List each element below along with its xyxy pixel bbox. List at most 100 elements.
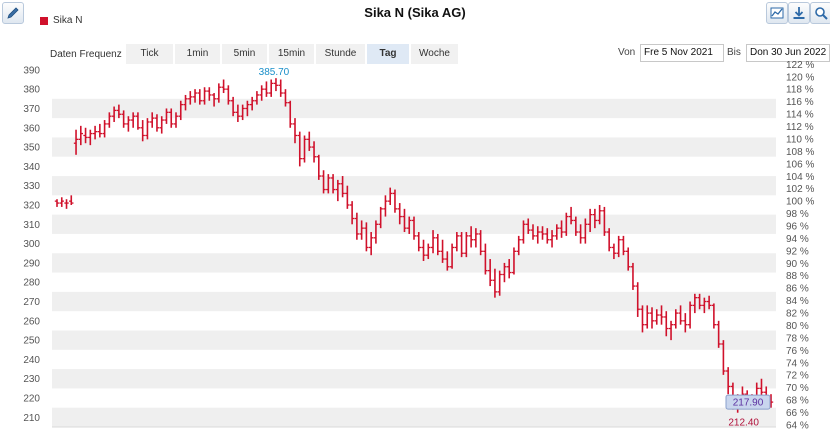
ohlc-bar — [221, 79, 226, 94]
ohlc-bar — [697, 293, 702, 310]
ohlc-bar — [88, 129, 93, 146]
ohlc-bar — [716, 320, 721, 348]
y-tick-label: 220 — [23, 394, 40, 405]
ohlc-bar — [164, 108, 169, 124]
freq-woche-button[interactable]: Woche — [411, 44, 458, 64]
ohlc-bar — [211, 93, 217, 107]
ohlc-bar — [140, 120, 145, 142]
ohlc-bar — [54, 199, 60, 207]
chart-image-button[interactable] — [766, 2, 788, 24]
y2-tick-label: 100 % — [786, 197, 814, 208]
y2-tick-label: 94 % — [786, 234, 809, 245]
zoom-button[interactable] — [810, 2, 830, 24]
ohlc-bar — [111, 106, 117, 122]
ohlc-bar — [464, 232, 469, 258]
freq-tag-button[interactable]: Tag — [367, 44, 409, 64]
ohlc-bar — [154, 114, 160, 132]
y-tick-label: 370 — [23, 104, 40, 115]
y-tick-label: 270 — [23, 297, 40, 308]
ohlc-bar — [711, 303, 717, 329]
ohlc-bar — [683, 313, 688, 333]
ohlc-bar — [535, 226, 540, 244]
ohlc-bar — [687, 301, 693, 329]
ohlc-bar — [706, 295, 712, 310]
ohlc-bar — [330, 174, 336, 194]
ohlc-bar — [759, 378, 764, 397]
y2-tick-label: 96 % — [786, 221, 809, 232]
y-tick-label: 330 — [23, 181, 40, 192]
y-tick-label: 280 — [23, 278, 40, 289]
ohlc-bar — [492, 268, 498, 298]
freq-5min-button[interactable]: 5min — [222, 44, 267, 64]
ohlc-bar — [107, 112, 112, 128]
price-series — [54, 78, 774, 413]
ohlc-bar — [668, 320, 674, 341]
download-button[interactable] — [788, 2, 810, 24]
ohlc-bar — [502, 262, 507, 283]
y2-tick-label: 88 % — [786, 271, 809, 282]
ohlc-bar — [216, 83, 222, 103]
ohlc-bar — [254, 91, 260, 105]
ohlc-bar — [511, 247, 517, 275]
y2-axis: 64 %66 %68 % 70 %72 % 74 %76 % 78 %80 %82 %… — [786, 60, 814, 432]
ohlc-bar — [288, 100, 293, 128]
ohlc-bar — [64, 199, 69, 209]
max-value-label: 385.70 — [259, 67, 290, 78]
ohlc-bar — [545, 228, 550, 244]
chart-title: Sika N (Sika AG) — [364, 5, 466, 20]
grid-band — [52, 369, 776, 389]
ohlc-bar — [364, 222, 369, 252]
y2-tick-label: 76 % — [786, 346, 809, 357]
grid-band — [52, 291, 776, 312]
ohlc-bar — [69, 195, 74, 205]
ohlc-bar — [640, 305, 645, 333]
ohlc-bar — [554, 224, 559, 240]
ohlc-bar — [430, 230, 436, 254]
ohlc-bar — [459, 232, 464, 258]
ohlc-bar — [416, 232, 421, 252]
ohlc-bar — [468, 226, 474, 248]
ohlc-bar — [559, 220, 564, 238]
ohlc-bar — [83, 127, 88, 144]
ohlc-bar — [597, 204, 602, 225]
freq-1min-button[interactable]: 1min — [175, 44, 220, 64]
ohlc-bar — [316, 154, 321, 180]
ohlc-bar — [383, 195, 388, 217]
ohlc-bar — [673, 309, 678, 329]
edit-button[interactable] — [2, 2, 24, 24]
ohlc-bar — [235, 104, 241, 122]
ohlc-bar — [530, 224, 536, 240]
from-date-field[interactable]: Fre 5 Nov 2021 — [640, 44, 724, 62]
ohlc-bar — [564, 212, 569, 236]
y-tick-label: 240 — [23, 355, 40, 366]
ohlc-bar — [245, 100, 250, 117]
last-value-box — [725, 394, 771, 410]
ohlc-bar — [145, 118, 150, 140]
ohlc-bar — [311, 141, 317, 163]
y-tick-label: 250 — [23, 336, 40, 347]
ohlc-bar — [178, 100, 183, 121]
ohlc-bar — [583, 218, 588, 244]
y2-tick-label: 84 % — [786, 296, 809, 307]
legend[interactable]: Sika N — [40, 15, 82, 26]
freq-tick-button[interactable]: Tick — [126, 44, 173, 64]
ohlc-bar — [454, 232, 460, 252]
ohlc-bar — [449, 243, 455, 269]
ohlc-bar — [592, 208, 598, 229]
freq-15min-button[interactable]: 15min — [269, 44, 314, 64]
ohlc-bar — [192, 89, 198, 103]
ohlc-bar — [526, 218, 531, 234]
to-label: Bis — [727, 47, 741, 58]
ohlc-bar — [435, 233, 440, 256]
ohlc-bar — [73, 129, 79, 155]
y2-tick-label: 72 % — [786, 371, 809, 382]
ohlc-bar — [269, 79, 274, 97]
y2-tick-label: 122 % — [786, 60, 814, 71]
y2-tick-label: 68 % — [786, 396, 809, 407]
grid-band — [52, 137, 776, 157]
y2-tick-label: 120 % — [786, 72, 814, 83]
freq-stunde-button[interactable]: Stunde — [316, 44, 365, 64]
ohlc-bar — [721, 340, 726, 375]
y2-tick-label: 78 % — [786, 333, 809, 344]
